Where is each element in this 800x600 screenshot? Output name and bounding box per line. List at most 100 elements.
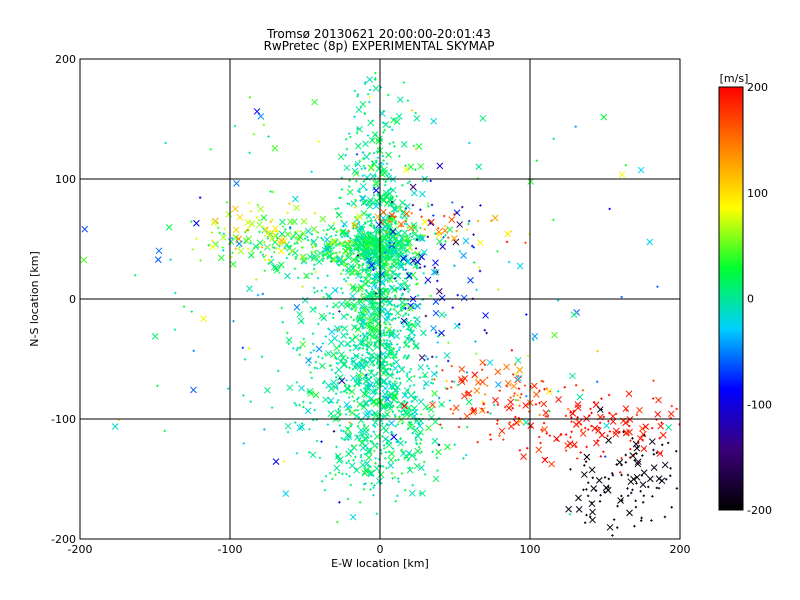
data-point <box>357 272 360 276</box>
data-point <box>372 187 380 194</box>
data-point <box>333 464 341 472</box>
data-point <box>293 304 301 311</box>
data-point <box>344 138 348 141</box>
data-point <box>580 471 588 478</box>
data-point <box>559 433 562 437</box>
data-point <box>384 239 387 242</box>
data-point <box>364 376 367 379</box>
data-point <box>583 464 586 467</box>
data-point <box>386 299 394 306</box>
data-point <box>337 408 340 411</box>
data-point <box>343 401 351 408</box>
data-point <box>372 430 376 433</box>
data-point <box>598 500 602 503</box>
data-point <box>513 363 517 366</box>
data-point <box>436 341 439 344</box>
data-point <box>491 214 499 222</box>
data-point <box>607 485 610 489</box>
data-point <box>348 179 351 182</box>
data-point <box>679 458 680 466</box>
data-point <box>328 472 332 475</box>
data-point <box>369 488 372 491</box>
data-point <box>385 333 388 337</box>
data-point <box>510 382 518 390</box>
data-point <box>362 487 366 491</box>
data-point <box>327 224 335 231</box>
data-point <box>266 245 270 249</box>
data-point <box>629 439 632 442</box>
data-point <box>380 452 383 455</box>
data-point <box>243 358 247 361</box>
data-point <box>241 346 245 350</box>
data-point <box>255 216 259 219</box>
data-point <box>346 407 350 411</box>
data-point <box>436 288 443 295</box>
data-point <box>388 363 392 366</box>
data-point <box>248 347 251 350</box>
data-point <box>520 453 527 460</box>
data-point <box>606 434 609 437</box>
data-point <box>389 285 392 288</box>
data-point <box>400 309 403 312</box>
data-point <box>366 220 370 223</box>
data-point <box>427 205 430 208</box>
data-point <box>406 372 409 375</box>
data-point <box>256 203 260 207</box>
data-point <box>359 183 367 190</box>
data-point <box>397 458 400 461</box>
data-point <box>209 148 212 151</box>
data-point <box>410 189 418 197</box>
data-point <box>388 257 391 260</box>
data-point <box>545 432 548 435</box>
data-point <box>397 409 401 413</box>
data-point <box>339 354 347 362</box>
data-point <box>355 179 358 183</box>
data-point <box>357 300 360 303</box>
data-point <box>310 250 313 254</box>
data-point <box>369 303 376 311</box>
data-point <box>477 239 484 247</box>
data-point <box>598 431 606 439</box>
data-point <box>242 442 245 445</box>
data-point <box>257 218 261 222</box>
data-point <box>669 467 672 470</box>
data-point <box>636 406 643 414</box>
data-point <box>631 437 634 440</box>
data-point <box>282 490 290 497</box>
data-point <box>592 400 596 404</box>
data-point <box>471 408 475 411</box>
data-point <box>400 246 407 253</box>
data-point <box>271 144 279 152</box>
data-point <box>285 336 293 344</box>
data-point <box>373 341 376 344</box>
data-point <box>386 423 390 426</box>
data-point <box>372 493 375 497</box>
data-point <box>479 204 482 207</box>
data-point <box>154 256 162 263</box>
data-point <box>476 219 480 223</box>
data-point <box>400 294 404 297</box>
data-point <box>349 283 357 291</box>
data-point <box>371 119 374 123</box>
data-point <box>391 265 395 268</box>
data-point <box>390 433 398 441</box>
data-point <box>611 474 615 477</box>
data-point <box>427 406 435 414</box>
data-point <box>346 497 350 501</box>
data-point <box>417 445 421 449</box>
data-point <box>325 233 328 236</box>
data-point <box>310 376 314 380</box>
data-point <box>314 249 318 252</box>
data-point <box>366 93 370 96</box>
data-point <box>331 313 335 316</box>
data-point <box>433 378 436 381</box>
data-point <box>345 472 348 476</box>
data-point <box>399 381 402 385</box>
data-point <box>431 437 439 445</box>
data-point <box>376 477 383 485</box>
data-point <box>356 125 363 133</box>
data-point <box>661 461 669 469</box>
data-point <box>327 401 331 405</box>
data-point <box>540 400 548 408</box>
data-point <box>628 424 631 428</box>
